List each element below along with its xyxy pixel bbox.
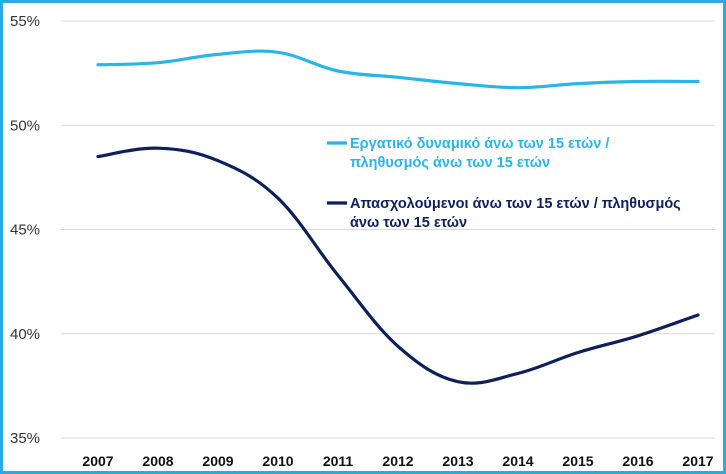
y-tick-label: 50% <box>10 117 40 134</box>
x-tick-label: 2008 <box>142 453 173 469</box>
x-tick-label: 2015 <box>562 453 593 469</box>
x-tick-label: 2010 <box>262 453 293 469</box>
x-tick-label: 2014 <box>502 453 533 469</box>
series-lines <box>96 49 700 385</box>
x-tick-label: 2007 <box>82 453 113 469</box>
gridlines <box>61 20 715 439</box>
x-tick-label: 2013 <box>442 453 473 469</box>
x-tick-label: 2012 <box>382 453 413 469</box>
legend: Εργατικό δυναμικό άνω των 15 ετών / πληθυ… <box>327 136 681 231</box>
x-axis: 2007 2008 2009 2010 2011 2012 2013 2014 2015 2016… <box>82 453 713 469</box>
y-tick-label: 45% <box>10 222 40 239</box>
y-tick-label: 40% <box>10 326 40 343</box>
y-tick-label: 35% <box>10 430 40 447</box>
x-tick-label: 2011 <box>323 453 354 469</box>
line-chart: 35% 40% 45% 50% 55% 2007 2008 2009 2010 2011 2012… <box>10 13 715 469</box>
y-axis: 35% 40% 45% 50% 55% <box>10 13 40 447</box>
legend-label-1: πληθυσμός άνω των 15 ετών <box>350 155 550 171</box>
x-tick-label: 2009 <box>202 453 233 469</box>
legend-label-2: άνω των 15 ετών <box>350 215 467 231</box>
legend-label-1: Εργατικό δυναμικό άνω των 15 ετών / <box>350 136 609 152</box>
x-tick-label: 2017 <box>682 453 713 469</box>
y-tick-label: 55% <box>10 13 40 30</box>
legend-label-2: Απασχολούμενοι άνω των 15 ετών / πληθυσμ… <box>350 196 681 212</box>
series-line-2 <box>96 146 700 385</box>
series-line-1 <box>96 49 700 90</box>
x-tick-label: 2016 <box>622 453 653 469</box>
